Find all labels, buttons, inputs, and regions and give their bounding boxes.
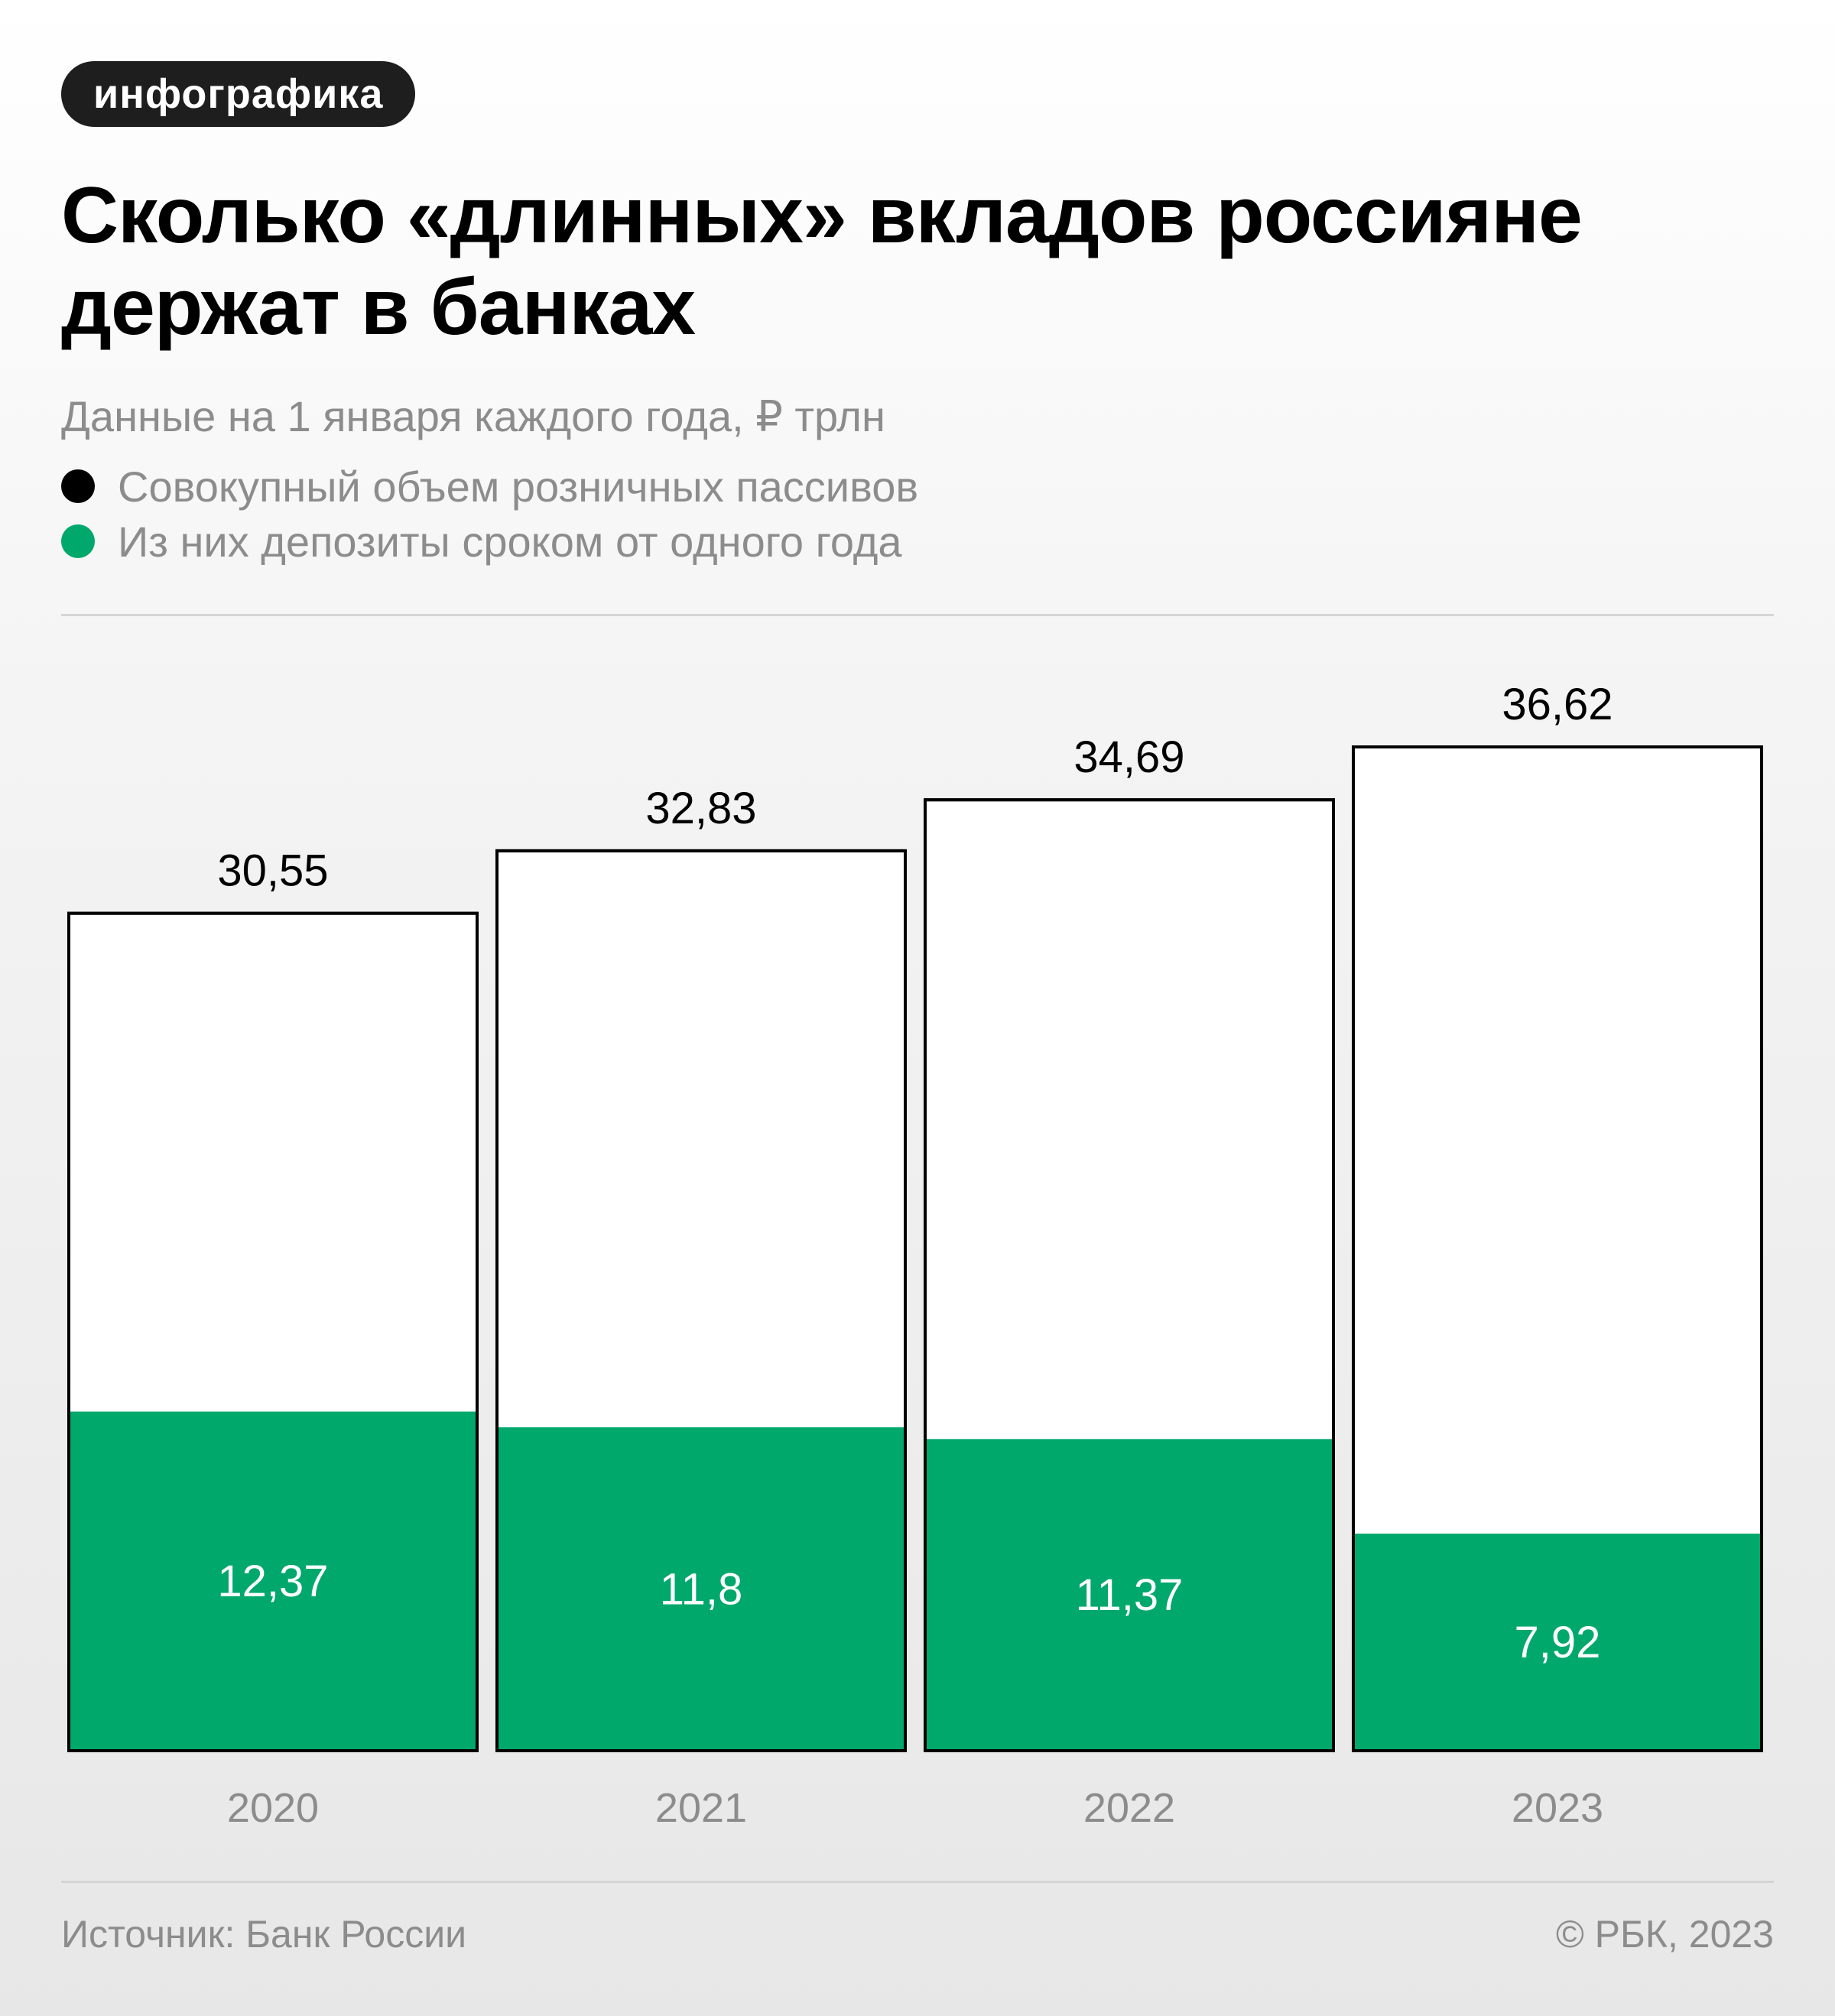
bar-outline-2022 [924, 798, 1335, 1752]
top-divider [61, 614, 1774, 616]
legend-label-long-deposits: Из них депозиты сроком от одного года [118, 517, 902, 566]
label-total-2023: 36,62 [1502, 680, 1613, 729]
bar-outline-2021 [495, 849, 907, 1752]
copyright-note: © РБК, 2023 [1555, 1913, 1774, 1956]
x-tick-2023: 2023 [1512, 1785, 1603, 1831]
label-total-2020: 30,55 [217, 846, 328, 896]
bar-long-deposits-2021 [497, 1427, 905, 1751]
label-total-2022: 34,69 [1073, 732, 1184, 782]
label-long-deposits-2021: 11,8 [660, 1564, 743, 1614]
x-tick-2021: 2021 [655, 1785, 747, 1831]
label-long-deposits-2022: 11,37 [1076, 1570, 1184, 1620]
chart-subtitle: Данные на 1 января каждого года, ₽ трлн [61, 392, 885, 440]
x-tick-2022: 2022 [1083, 1785, 1175, 1831]
bar-long-deposits-2023 [1353, 1534, 1762, 1751]
bar-outline-2020 [67, 911, 479, 1752]
bottom-divider [61, 1881, 1774, 1883]
bar-outline-2023 [1352, 745, 1763, 1752]
chart-legend: Совокупный объем розничных пассивов Из н… [61, 459, 918, 569]
source-note: Источник: Банк России [61, 1913, 467, 1956]
label-long-deposits-2020: 12,37 [217, 1557, 328, 1606]
x-tick-2020: 2020 [227, 1785, 319, 1831]
legend-dot-total [61, 469, 95, 503]
label-total-2021: 32,83 [645, 784, 756, 833]
label-long-deposits-2023: 7,92 [1515, 1618, 1601, 1667]
infographic-tag: инфографика [61, 61, 416, 127]
legend-item-long-deposits: Из них депозиты сроком от одного года [61, 514, 918, 569]
bar-long-deposits-2022 [925, 1439, 1333, 1751]
legend-label-total: Совокупный объем розничных пассивов [118, 462, 919, 511]
legend-dot-long-deposits [61, 524, 95, 558]
legend-item-total: Совокупный объем розничных пассивов [61, 459, 918, 514]
bar-long-deposits-2020 [69, 1411, 477, 1751]
page-title: Сколько «длинных» вкладов россияне держа… [61, 171, 1583, 352]
bar-chart: 30,55 12,37 2020 32,83 11,8 2021 34,69 11,37 202… [67, 680, 1763, 1831]
